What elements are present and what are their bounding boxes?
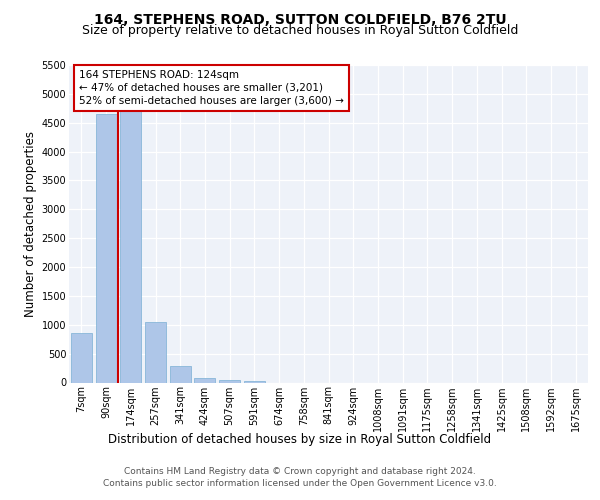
Bar xyxy=(120,66,141,382)
Text: Distribution of detached houses by size in Royal Sutton Coldfield: Distribution of detached houses by size … xyxy=(109,432,491,446)
Text: 164, STEPHENS ROAD, SUTTON COLDFIELD, B76 2TU: 164, STEPHENS ROAD, SUTTON COLDFIELD, B7… xyxy=(94,12,506,26)
Text: Contains public sector information licensed under the Open Government Licence v3: Contains public sector information licen… xyxy=(103,479,497,488)
Bar xyxy=(194,378,215,382)
Bar xyxy=(145,322,166,382)
Y-axis label: Number of detached properties: Number of detached properties xyxy=(25,130,37,317)
Bar xyxy=(71,334,92,382)
Bar xyxy=(244,381,265,382)
Text: Size of property relative to detached houses in Royal Sutton Coldfield: Size of property relative to detached ho… xyxy=(82,24,518,37)
Text: 164 STEPHENS ROAD: 124sqm
← 47% of detached houses are smaller (3,201)
52% of se: 164 STEPHENS ROAD: 124sqm ← 47% of detac… xyxy=(79,70,344,106)
Bar xyxy=(219,380,240,382)
Bar xyxy=(170,366,191,382)
Text: Contains HM Land Registry data © Crown copyright and database right 2024.: Contains HM Land Registry data © Crown c… xyxy=(124,468,476,476)
Bar xyxy=(95,114,116,382)
